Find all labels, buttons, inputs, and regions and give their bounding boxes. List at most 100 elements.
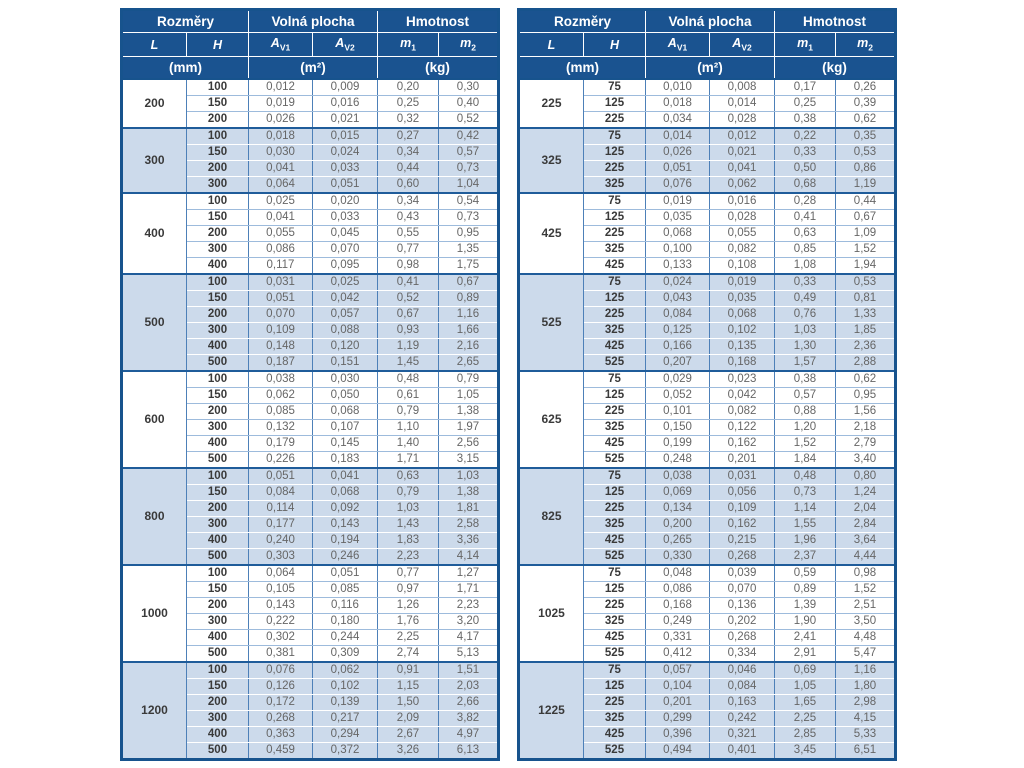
dimension-l-cell: 200: [121, 78, 187, 129]
header-col-m2: m2: [835, 32, 896, 57]
area-v2-cell: 0,202: [709, 613, 775, 630]
table-row: 200 0,143 0,116 1,26 2,23: [122, 597, 499, 614]
table-row: 525 0,412 0,334 2,91 5,47: [519, 645, 896, 663]
area-v1-cell: 0,062: [248, 387, 313, 404]
area-v2-cell: 0,163: [709, 694, 775, 711]
mass-m1-cell: 1,71: [377, 451, 439, 469]
area-v2-cell: 0,268: [709, 548, 775, 566]
mass-m2-cell: 0,80: [835, 467, 896, 485]
area-v2-cell: 0,050: [312, 387, 378, 404]
mass-m1-cell: 2,74: [377, 645, 439, 663]
header-col-l: L: [518, 32, 584, 57]
area-v2-cell: 0,401: [709, 742, 775, 760]
mass-m1-cell: 1,83: [377, 532, 439, 549]
area-v1-cell: 0,084: [248, 484, 313, 501]
area-v2-cell: 0,294: [312, 726, 378, 743]
area-v2-cell: 0,082: [709, 241, 775, 258]
dimension-h-cell: 500: [186, 742, 249, 760]
mass-m2-cell: 0,35: [835, 127, 896, 145]
area-v2-cell: 0,008: [709, 78, 775, 96]
area-v1-cell: 0,064: [248, 176, 313, 194]
area-v1-cell: 0,051: [248, 467, 313, 485]
table-row: 150 0,105 0,085 0,97 1,71: [122, 581, 499, 598]
mass-m2-cell: 1,16: [835, 661, 896, 679]
area-v2-cell: 0,051: [312, 176, 378, 194]
table-row: 300 0,268 0,217 2,09 3,82: [122, 710, 499, 727]
dimension-h-cell: 400: [186, 532, 249, 549]
dimension-h-cell: 325: [583, 241, 646, 258]
table-row: 200 0,026 0,021 0,32 0,52: [122, 111, 499, 129]
area-v1-cell: 0,084: [645, 306, 710, 323]
mass-m2-cell: 2,58: [438, 516, 499, 533]
area-v1-cell: 0,494: [645, 742, 710, 760]
area-v2-cell: 0,145: [312, 435, 378, 452]
dimension-h-cell: 525: [583, 548, 646, 566]
table-header: Rozměry Volná plocha Hmotnost L H AV1 AV…: [121, 9, 499, 80]
mass-m2-cell: 0,95: [835, 387, 896, 404]
mass-m1-cell: 0,48: [774, 467, 836, 485]
mass-m1-cell: 0,93: [377, 322, 439, 339]
dimension-l-cell: 300: [121, 127, 187, 194]
mass-m1-cell: 1,50: [377, 694, 439, 711]
dimension-h-cell: 200: [186, 160, 249, 177]
area-v2-cell: 0,035: [709, 290, 775, 307]
dimension-h-cell: 200: [186, 694, 249, 711]
dimension-h-cell: 500: [186, 645, 249, 663]
dimension-h-cell: 125: [583, 144, 646, 161]
mass-m2-cell: 0,52: [438, 111, 499, 129]
area-v1-cell: 0,381: [248, 645, 313, 663]
mass-m1-cell: 0,44: [377, 160, 439, 177]
mass-m2-cell: 4,97: [438, 726, 499, 743]
area-v1-cell: 0,043: [645, 290, 710, 307]
mass-m1-cell: 1,15: [377, 678, 439, 695]
area-v1-cell: 0,100: [645, 241, 710, 258]
header-col-av2: AV2: [312, 32, 378, 57]
table-row: 300 0,132 0,107 1,10 1,97: [122, 419, 499, 436]
table-row: 400 0,179 0,145 1,40 2,56: [122, 435, 499, 452]
dimension-h-cell: 425: [583, 726, 646, 743]
table-row: 400 0,302 0,244 2,25 4,17: [122, 629, 499, 646]
area-v1-cell: 0,010: [645, 78, 710, 96]
mass-m1-cell: 2,67: [377, 726, 439, 743]
header-col-h: H: [186, 32, 249, 57]
mass-m2-cell: 0,62: [835, 370, 896, 388]
header-columns-row: L H AV1 AV2 m1 m2: [121, 32, 499, 57]
mass-m2-cell: 1,56: [835, 403, 896, 420]
mass-m2-cell: 2,16: [438, 338, 499, 355]
area-v1-cell: 0,068: [645, 225, 710, 242]
table-row: 400 0,363 0,294 2,67 4,97: [122, 726, 499, 743]
dimension-h-cell: 75: [583, 564, 646, 582]
mass-m2-cell: 0,81: [835, 290, 896, 307]
table-row: 500 0,226 0,183 1,71 3,15: [122, 451, 499, 469]
area-v2-cell: 0,116: [312, 597, 378, 614]
area-v2-cell: 0,019: [709, 273, 775, 291]
area-v1-cell: 0,226: [248, 451, 313, 469]
mass-m1-cell: 0,41: [377, 273, 439, 291]
area-v1-cell: 0,034: [645, 111, 710, 129]
area-v1-cell: 0,126: [248, 678, 313, 695]
mass-m1-cell: 2,37: [774, 548, 836, 566]
mass-m1-cell: 0,50: [774, 160, 836, 177]
area-v2-cell: 0,180: [312, 613, 378, 630]
mass-m1-cell: 0,25: [377, 95, 439, 112]
area-v2-cell: 0,028: [709, 209, 775, 226]
mass-m1-cell: 2,91: [774, 645, 836, 663]
dimension-l-cell: 625: [518, 370, 584, 469]
dimension-h-cell: 150: [186, 581, 249, 598]
mass-m1-cell: 1,14: [774, 500, 836, 517]
area-v1-cell: 0,125: [645, 322, 710, 339]
mass-m1-cell: 0,25: [774, 95, 836, 112]
table-row: 300 0,086 0,070 0,77 1,35: [122, 241, 499, 258]
dimension-h-cell: 100: [186, 192, 249, 210]
table-row: 200 100 0,012 0,009 0,20 0,30: [121, 78, 499, 129]
area-v2-cell: 0,215: [709, 532, 775, 549]
area-v2-cell: 0,068: [312, 403, 378, 420]
table-row: 225 0,168 0,136 1,39 2,51: [519, 597, 896, 614]
dimension-h-cell: 400: [186, 726, 249, 743]
area-v1-cell: 0,363: [248, 726, 313, 743]
mass-m2-cell: 4,15: [835, 710, 896, 727]
area-v1-cell: 0,086: [645, 581, 710, 598]
dimension-h-cell: 200: [186, 597, 249, 614]
dimension-l-cell: 1200: [121, 661, 187, 760]
dimension-h-cell: 425: [583, 629, 646, 646]
